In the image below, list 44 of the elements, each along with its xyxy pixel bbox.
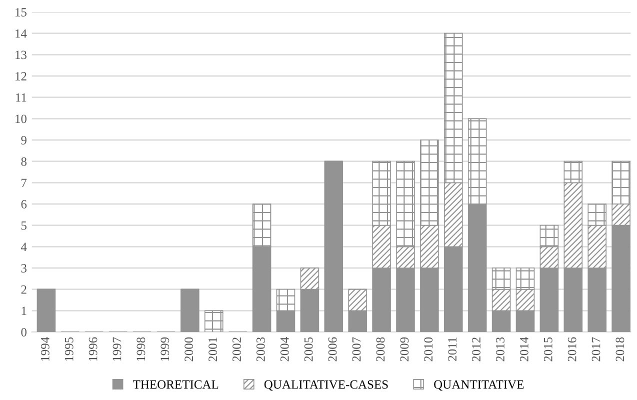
y-tick-label: 10: [16, 114, 27, 124]
legend-label: QUALITATIVE-CASES: [264, 380, 388, 391]
y-tick-label: 15: [16, 8, 26, 16]
x-tick-label: 2014: [520, 337, 528, 362]
x-tick-label: 2005: [304, 337, 313, 362]
y-tick-label: 5: [21, 221, 26, 230]
x-tick-label: 2010: [424, 337, 433, 362]
y-tick-label: 7: [22, 178, 27, 188]
x-tick-label: 2013: [496, 337, 504, 362]
legend-label: THEORETICAL: [133, 380, 218, 389]
y-tick-label: 11: [16, 93, 26, 102]
x-tick-label: 1995: [64, 337, 74, 361]
x-tick-label: 2016: [568, 337, 576, 362]
x-tick-label: 2007: [352, 337, 361, 362]
y-tick-label: 6: [21, 200, 27, 208]
y-tick-label: 2: [21, 285, 26, 294]
x-tick-label: 2006: [328, 337, 337, 362]
y-tick-label: 8: [21, 157, 27, 166]
y-tick-label: 14: [16, 29, 27, 38]
x-tick-label: 1996: [88, 337, 98, 361]
x-tick-label: 2011: [448, 338, 457, 361]
x-tick-label: 2000: [184, 337, 194, 362]
x-tick-label: 1998: [136, 337, 146, 361]
x-tick-label: 1994: [40, 337, 50, 361]
x-tick-label: 2002: [232, 338, 241, 362]
y-tick-label: 0: [21, 328, 27, 336]
x-tick-label: 2018: [616, 337, 624, 362]
x-tick-label: 2017: [592, 337, 600, 362]
x-tick-label: 2015: [544, 337, 552, 362]
x-tick-label: 2001: [208, 338, 218, 362]
y-tick-label: 1: [22, 306, 26, 316]
x-tick-label: 2004: [280, 337, 289, 362]
x-tick-label: 2003: [256, 337, 265, 362]
x-tick-label: 2009: [400, 337, 409, 362]
y-tick-label: 12: [16, 72, 26, 80]
y-tick-label: 9: [21, 136, 26, 144]
legend-label: QUANTITATIVE: [434, 380, 524, 391]
x-tick-label: 1997: [112, 337, 122, 361]
x-tick-label: 2008: [376, 337, 385, 362]
y-tick-label: 3: [21, 264, 26, 272]
x-tick-label: 1999: [160, 337, 170, 361]
x-tick-label: 2012: [472, 338, 480, 362]
y-tick-label: 4: [20, 242, 27, 252]
y-tick-label: 13: [16, 50, 26, 60]
